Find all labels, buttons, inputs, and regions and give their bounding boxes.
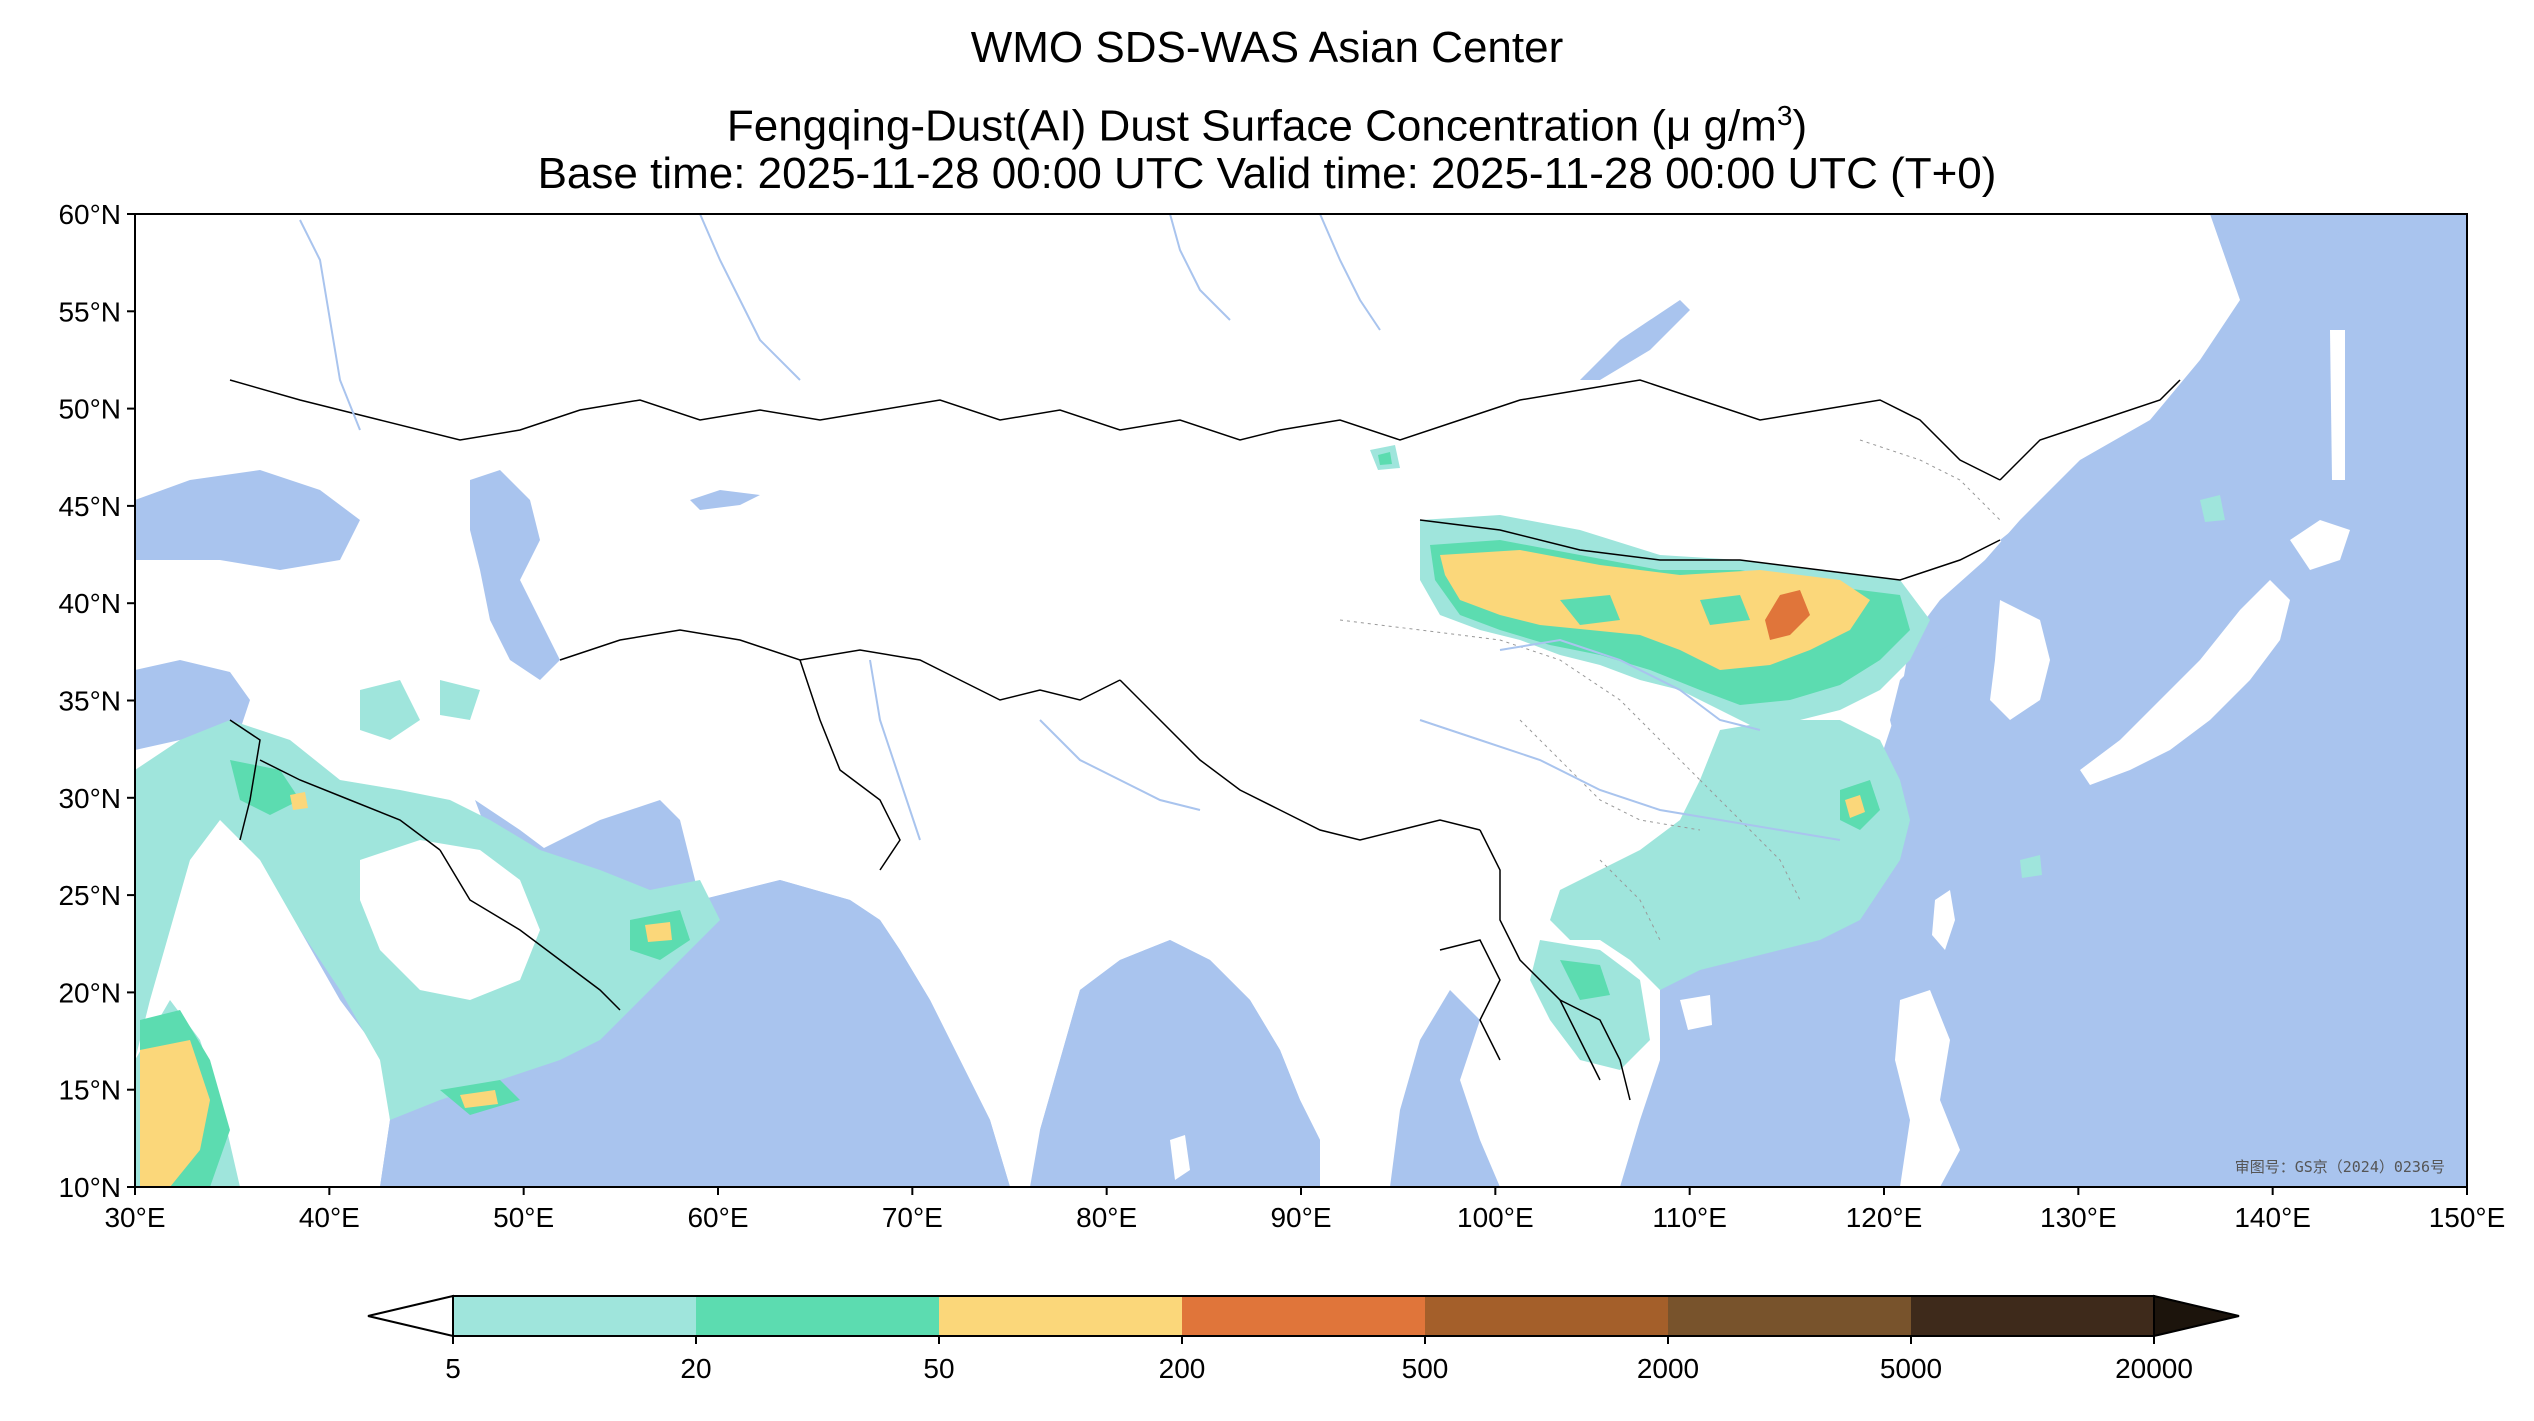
colorbar-segment <box>1911 1296 2155 1336</box>
colorbar-label: 5000 <box>1880 1353 1942 1384</box>
dust-east-china <box>1530 495 2225 1070</box>
colorbar-label: 20000 <box>2115 1353 2193 1384</box>
x-tick-label: 60°E <box>687 1202 748 1233</box>
y-tick-label: 30°N <box>58 783 121 814</box>
arabian-sea <box>380 880 1010 1187</box>
colorbar-frame <box>452 1295 2155 1337</box>
colorbar-label: 20 <box>680 1353 711 1384</box>
x-tick-label: 120°E <box>1846 1202 1923 1233</box>
y-tick-label: 40°N <box>58 588 121 619</box>
subtitle-text: Fengqing-Dust(AI) Dust Surface Concentra… <box>726 101 1666 151</box>
bay-of-bengal <box>1040 940 1320 1187</box>
pacific-ocean <box>1660 214 2467 1187</box>
chart-title: WMO SDS-WAS Asian Center <box>970 23 1564 72</box>
chart-subtitle: Fengqing-Dust(AI) Dust Surface Concentra… <box>0 90 2534 153</box>
caspian-sea <box>470 470 560 680</box>
y-tick-label: 25°N <box>58 880 121 911</box>
y-tick-label: 50°N <box>58 394 121 425</box>
dust-arabia <box>135 680 720 1187</box>
colorbar: 5 20 50 200 500 2000 5000 20000 <box>367 1294 2240 1384</box>
x-tick-label: 70°E <box>882 1202 943 1233</box>
korea-peninsula <box>1990 600 2050 720</box>
y-tick-label: 60°N <box>58 199 121 230</box>
colorbar-segment <box>1668 1296 1912 1336</box>
japan-hokkaido <box>2290 520 2350 570</box>
japan-honshu <box>2080 580 2290 785</box>
colorbar-segment <box>696 1296 940 1336</box>
colorbar-segment <box>1182 1296 1426 1336</box>
dust-gobi <box>1370 445 1930 730</box>
x-tick-label: 40°E <box>299 1202 360 1233</box>
subtitle-unit-exponent: 3 <box>1776 100 1793 131</box>
chart-time-info: Base time: 2025-11-28 00:00 UTC Valid ti… <box>537 149 1997 198</box>
approval-stamp: 审图号：GS京（2024）0236号 <box>2235 1158 2445 1176</box>
y-tick-label: 55°N <box>58 296 121 327</box>
eurasia-landmass <box>135 214 2240 1187</box>
hainan <box>1680 995 1712 1030</box>
subtitle-unit: μ g/m <box>1665 101 1777 151</box>
colorbar-over-arrow <box>2153 1294 2240 1338</box>
lake-balkhash <box>690 490 760 510</box>
x-tick-label: 130°E <box>2040 1202 2117 1233</box>
map-content <box>135 214 2467 1187</box>
colorbar-segment <box>939 1296 1183 1336</box>
black-sea <box>135 470 360 570</box>
colorbar-label: 200 <box>1159 1353 1206 1384</box>
colorbar-label: 2000 <box>1637 1353 1699 1384</box>
y-tick-label: 45°N <box>58 491 121 522</box>
sakhalin <box>2330 330 2345 480</box>
philippines <box>1895 990 1960 1187</box>
taiwan <box>1932 890 1955 950</box>
y-tick-label: 35°N <box>58 686 121 717</box>
x-tick-label: 110°E <box>1652 1202 1727 1233</box>
colorbar-under-arrow <box>367 1294 454 1338</box>
colorbar-label: 5 <box>445 1353 461 1384</box>
colorbar-label: 50 <box>923 1353 954 1384</box>
y-tick-label: 20°N <box>58 977 121 1008</box>
y-axis: 60°N 55°N 50°N 45°N 40°N 35°N 30°N 25°N 20°N 15°N… <box>58 199 135 1203</box>
x-tick-label: 30°E <box>104 1202 165 1233</box>
lake-baikal <box>1580 300 1690 380</box>
x-tick-label: 140°E <box>2234 1202 2311 1233</box>
x-tick-label: 80°E <box>1076 1202 1137 1233</box>
x-tick-label: 100°E <box>1457 1202 1534 1233</box>
rivers <box>299 214 1841 841</box>
y-tick-label: 10°N <box>58 1172 121 1203</box>
x-tick-label: 50°E <box>493 1202 554 1233</box>
country-borders <box>229 379 2181 1101</box>
x-tick-label: 90°E <box>1270 1202 1331 1233</box>
x-tick-label: 150°E <box>2429 1202 2506 1233</box>
y-tick-label: 15°N <box>58 1075 121 1106</box>
province-borders <box>1339 439 2001 941</box>
colorbar-label: 500 <box>1402 1353 1449 1384</box>
x-axis: 30°E 40°E 50°E 60°E 70°E 80°E 90°E 100°E 110°E 12… <box>104 1187 2505 1233</box>
colorbar-segment <box>453 1296 697 1336</box>
sri-lanka <box>1170 1135 1190 1180</box>
colorbar-segment <box>1425 1296 1669 1336</box>
subtitle-suffix: ) <box>1792 101 1808 151</box>
